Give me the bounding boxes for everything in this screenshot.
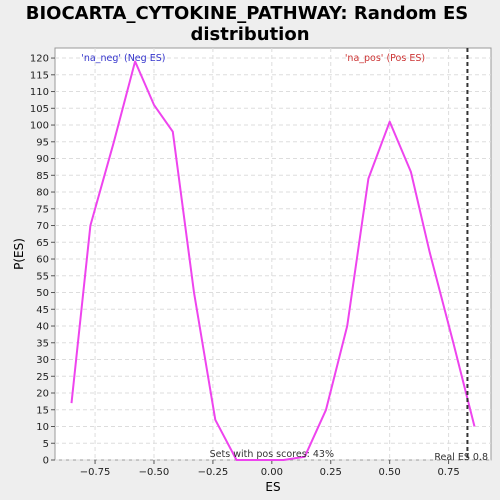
y-axis-ticks: 0 5 10 15 20 25 30 35 40 45 50 55 60 65 70 75 80 85 90 95 10… [30, 54, 55, 467]
y-tick-label: 10 [36, 422, 49, 433]
grid-lines [55, 48, 491, 461]
y-tick-label: 115 [30, 70, 49, 81]
y-tick-label: 15 [36, 405, 49, 416]
chart-title-line-2: distribution [190, 24, 309, 45]
y-tick-label: 120 [30, 54, 49, 65]
x-tick-label: 0.50 [379, 467, 401, 478]
y-tick-label: 50 [36, 288, 49, 299]
y-tick-label: 35 [36, 338, 49, 349]
real-es-label: Real ES 0.8 [434, 452, 488, 463]
series-layer [70, 60, 476, 461]
y-tick-label: 40 [36, 322, 49, 333]
y-tick-label: 70 [36, 221, 49, 232]
y-axis-label: P(ES) [12, 238, 26, 270]
y-tick-label: 105 [30, 104, 49, 115]
pos-es-label: 'na_pos' (Pos ES) [345, 53, 425, 64]
y-tick-label: 55 [36, 271, 49, 282]
y-tick-label: 5 [43, 439, 49, 450]
plot-area [54, 47, 492, 461]
x-tick-label: 0.75 [437, 467, 459, 478]
y-tick-label: 0 [43, 456, 49, 467]
y-tick-label: 45 [36, 305, 49, 316]
x-axis-ticks: −0.75 −0.50 −0.25 0.00 0.25 0.50 0.75 [80, 460, 460, 478]
x-tick-label: 0.00 [261, 467, 283, 478]
x-tick-label: −0.75 [80, 467, 111, 478]
y-tick-label: 90 [36, 154, 49, 165]
neg-es-label: 'na_neg' (Neg ES) [81, 53, 165, 64]
x-tick-label: −0.50 [139, 467, 170, 478]
y-tick-label: 60 [36, 255, 49, 266]
y-tick-label: 85 [36, 171, 49, 182]
es-distribution-line [70, 60, 476, 461]
x-axis-label: ES [265, 480, 280, 494]
chart-title-line-1: BIOCARTA_CYTOKINE_PATHWAY: Random ES [26, 3, 469, 24]
y-tick-label: 30 [36, 355, 49, 366]
y-tick-label: 65 [36, 238, 49, 249]
y-tick-label: 100 [30, 121, 49, 132]
y-tick-label: 75 [36, 204, 49, 215]
x-tick-label: 0.25 [320, 467, 342, 478]
annotations-layer: 'na_neg' (Neg ES) 'na_pos' (Pos ES) Sets w… [81, 48, 488, 463]
y-tick-label: 25 [36, 372, 49, 383]
y-tick-label: 80 [36, 188, 49, 199]
pos-scores-text: Sets with pos scores: 43% [210, 449, 334, 460]
y-tick-label: 110 [30, 87, 49, 98]
y-tick-label: 95 [36, 137, 49, 148]
y-tick-label: 20 [36, 389, 49, 400]
x-tick-label: −0.25 [198, 467, 229, 478]
